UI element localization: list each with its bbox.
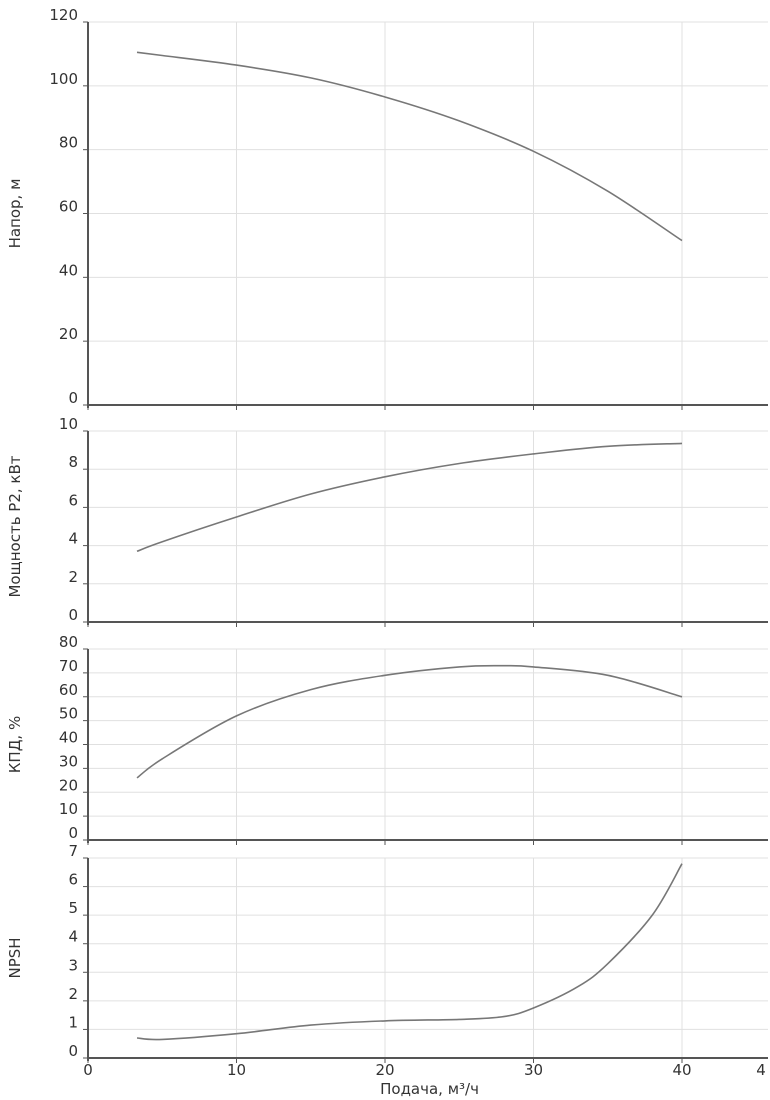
y-tick-label: 50 bbox=[59, 705, 78, 723]
y-tick-label: 20 bbox=[59, 325, 78, 343]
series-line-1 bbox=[136, 863, 683, 1041]
y-tick-label: 6 bbox=[68, 871, 78, 889]
y-tick-label: 60 bbox=[59, 681, 78, 699]
y-tick-label: 2 bbox=[68, 568, 78, 586]
x-axis-title: Подача, м³/ч bbox=[380, 1080, 479, 1098]
x-tick-label: 20 bbox=[375, 1061, 394, 1079]
y-tick-label: 4 bbox=[68, 530, 78, 548]
series-line-1 bbox=[136, 664, 683, 779]
y-tick-label: 80 bbox=[59, 633, 78, 651]
y-axis-title: КПД, % bbox=[6, 716, 24, 773]
y-tick-label: 0 bbox=[68, 824, 78, 842]
chart-panel-2: 0 2 4 6 8 10 Мощность P2, кВт bbox=[6, 415, 768, 627]
y-tick-label: 70 bbox=[59, 657, 78, 675]
y-tick-label: 8 bbox=[68, 453, 78, 471]
chart-panel-4: 0 1 2 3 4 5 6 7 NPSH 0 10 20 30 40 4 Подача, м³/ч bbox=[6, 842, 768, 1098]
y-tick-label: 20 bbox=[59, 776, 78, 794]
y-tick-label: 1 bbox=[68, 1013, 78, 1031]
series-line-1 bbox=[136, 442, 683, 553]
y-tick-label: 40 bbox=[59, 261, 78, 279]
y-tick-label: 0 bbox=[68, 389, 78, 407]
y-tick-label: 7 bbox=[68, 842, 78, 860]
y-tick-label: 10 bbox=[59, 800, 78, 818]
x-tick-label: 30 bbox=[524, 1061, 543, 1079]
y-tick-label: 60 bbox=[59, 198, 78, 216]
x-tick-label: 10 bbox=[227, 1061, 246, 1079]
chart-panel-1: 0 20 40 60 80 100 120 Напор, м bbox=[6, 6, 768, 410]
y-tick-label: 30 bbox=[59, 752, 78, 770]
y-axis-title: Мощность P2, кВт bbox=[6, 455, 24, 597]
y-tick-label: 0 bbox=[68, 606, 78, 624]
y-tick-label: 3 bbox=[68, 956, 78, 974]
y-tick-label: 100 bbox=[49, 70, 78, 88]
x-tick-label: 4 bbox=[756, 1061, 766, 1079]
y-tick-label: 2 bbox=[68, 985, 78, 1003]
y-tick-label: 0 bbox=[68, 1042, 78, 1060]
y-tick-label: 120 bbox=[49, 6, 78, 24]
y-tick-label: 6 bbox=[68, 491, 78, 509]
y-tick-label: 10 bbox=[59, 415, 78, 433]
x-tick-label: 0 bbox=[83, 1061, 93, 1079]
y-axis-title: Напор, м bbox=[6, 179, 24, 249]
chart-panel-3: 0 10 20 30 40 50 60 70 80 КПД, % bbox=[6, 633, 768, 845]
y-tick-label: 4 bbox=[68, 928, 78, 946]
series-line-1 bbox=[136, 51, 683, 242]
y-axis-title: NPSH bbox=[6, 937, 24, 978]
x-tick-label: 40 bbox=[672, 1061, 691, 1079]
y-tick-label: 5 bbox=[68, 899, 78, 917]
y-tick-label: 80 bbox=[59, 134, 78, 152]
y-tick-label: 40 bbox=[59, 729, 78, 747]
